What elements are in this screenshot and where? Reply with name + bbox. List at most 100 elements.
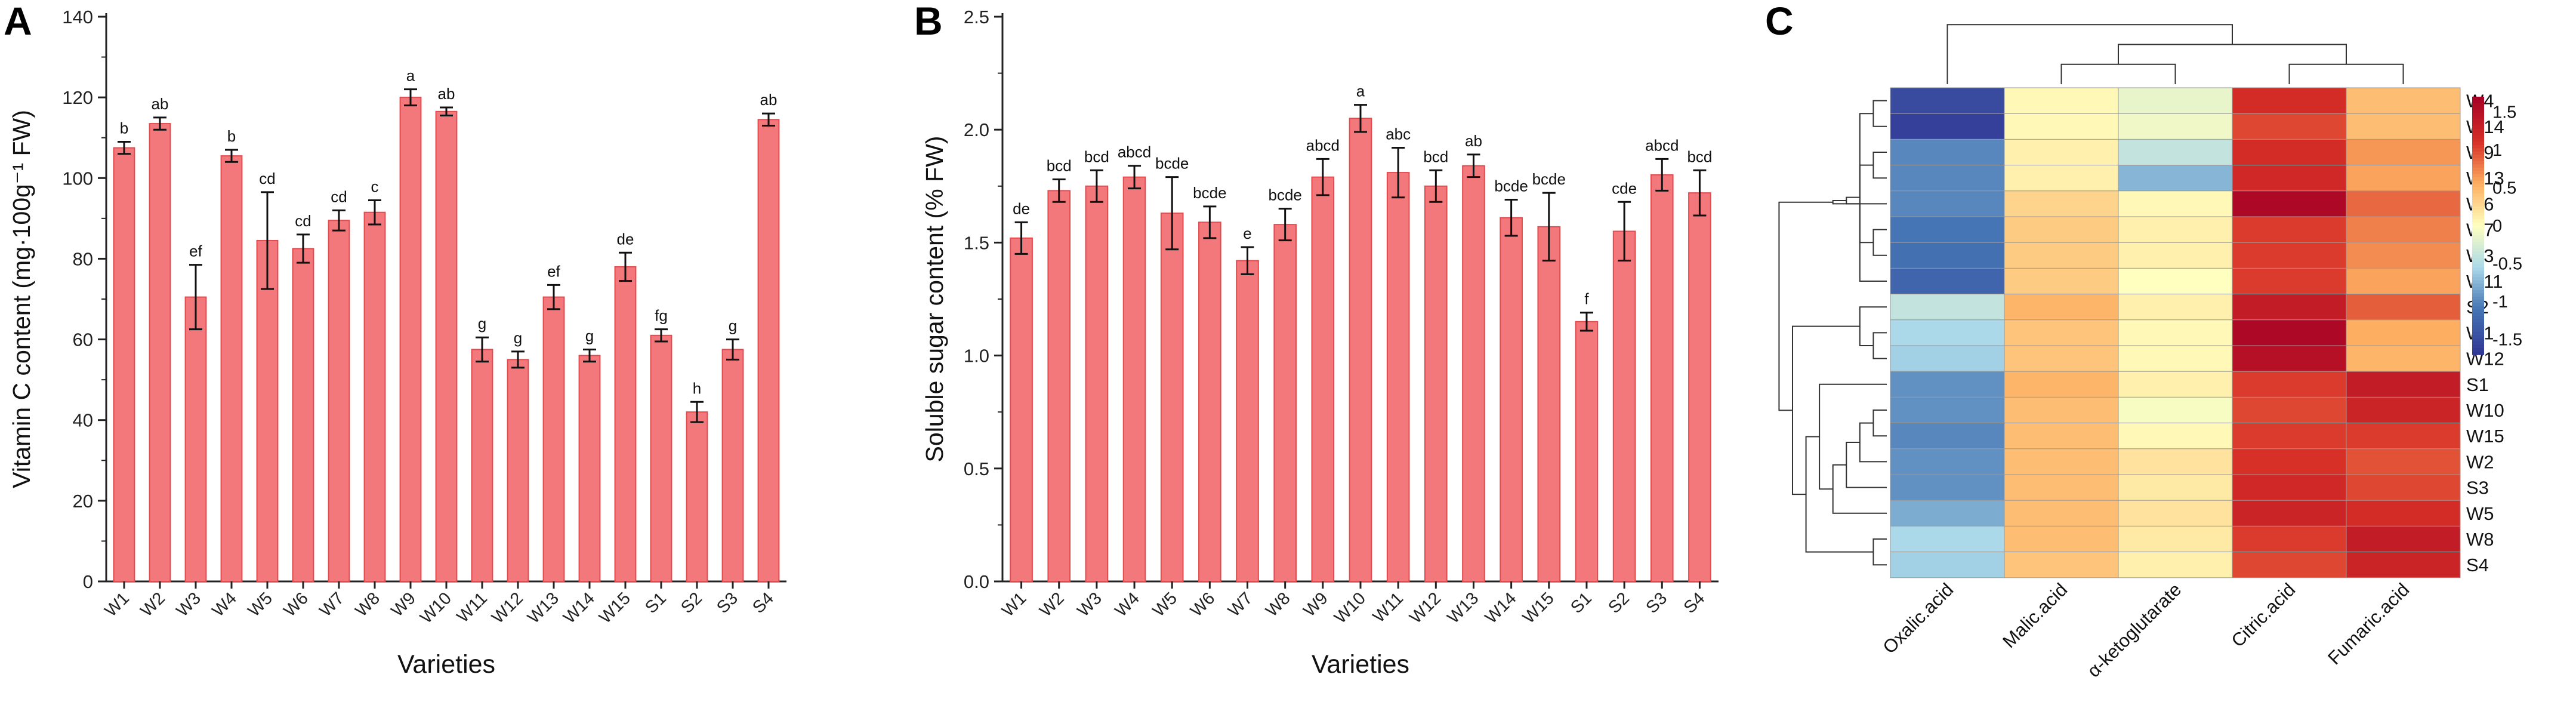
row-dendrogram-link xyxy=(1872,229,1887,256)
column-label: Oxalic.acid xyxy=(1878,579,1957,658)
heatmap-cell xyxy=(1890,552,2005,578)
x-tick-label: W3 xyxy=(173,589,205,620)
heatmap-cell xyxy=(1890,525,2005,553)
significance-label: ab xyxy=(438,85,455,103)
colorbar-segment xyxy=(2472,164,2484,168)
significance-label: e xyxy=(1243,224,1251,242)
colorbar-segment xyxy=(2472,344,2484,349)
bar xyxy=(1612,230,1636,583)
colorbar-segment xyxy=(2472,100,2484,104)
bar xyxy=(578,355,601,582)
heatmap-cell xyxy=(2118,525,2233,553)
x-tick-label: W9 xyxy=(388,589,419,620)
colorbar-segment xyxy=(2472,171,2484,175)
colorbar-segment xyxy=(2472,335,2484,339)
heatmap-cell xyxy=(2004,423,2119,449)
heatmap-cell xyxy=(2232,345,2347,372)
heatmap-cell xyxy=(2232,371,2347,398)
bar xyxy=(542,296,565,582)
heatmap-cell xyxy=(1890,448,2005,475)
colorbar-segment xyxy=(2472,328,2484,332)
significance-label: cde xyxy=(1612,179,1637,197)
colorbar-segment xyxy=(2472,309,2484,313)
column-dendrogram-link xyxy=(1946,24,2233,84)
heatmap-cell xyxy=(2118,267,2233,295)
significance-label: bcd xyxy=(1047,156,1072,174)
colorbar-segment xyxy=(2472,312,2484,316)
colorbar-segment xyxy=(2472,183,2484,187)
colorbar-segment xyxy=(2472,226,2484,230)
heatmap-cell xyxy=(2232,190,2347,217)
row-label: S3 xyxy=(2466,478,2489,498)
colorbar-segment xyxy=(2472,293,2484,297)
x-tick-label: S4 xyxy=(749,589,778,617)
bar xyxy=(1349,118,1372,582)
significance-label: ab xyxy=(1465,132,1482,150)
colorbar-segment xyxy=(2472,280,2484,284)
x-axis-title: Varieties xyxy=(1312,650,1409,679)
colorbar-segment xyxy=(2472,190,2484,194)
heatmap-cell xyxy=(1890,396,2005,424)
heatmap-cell xyxy=(2004,552,2119,578)
significance-label: bcd xyxy=(1423,147,1448,165)
heatmap-cell xyxy=(2004,294,2119,321)
y-tick-label: 120 xyxy=(62,87,93,108)
row-label: S4 xyxy=(2466,555,2489,575)
colorbar-segment xyxy=(2472,199,2484,204)
heatmap-cell xyxy=(2004,267,2119,295)
y-tick-label: 20 xyxy=(73,491,93,512)
colorbar-segment xyxy=(2472,219,2484,223)
heatmap-cell xyxy=(1890,216,2005,243)
heatmap-cell xyxy=(2004,474,2119,501)
row-label: S1 xyxy=(2466,374,2489,395)
colorbar-segment xyxy=(2472,213,2484,217)
bar xyxy=(507,359,529,582)
bar xyxy=(1575,321,1599,583)
significance-label: ab xyxy=(152,95,169,113)
heatmap-cell xyxy=(2346,448,2461,475)
colorbar-tick-label: 1 xyxy=(2492,141,2502,160)
x-tick-label: W14 xyxy=(1482,589,1520,627)
heatmap-cell xyxy=(2004,138,2119,166)
x-tick-label: W2 xyxy=(1036,589,1068,620)
heatmap-cell xyxy=(2346,165,2461,192)
y-axis-title: Soluble sugar content (% FW) xyxy=(921,136,948,463)
heatmap-cell xyxy=(2232,525,2347,553)
colorbar-segment xyxy=(2472,222,2484,226)
heatmap-cell xyxy=(2004,525,2119,553)
colorbar-segment xyxy=(2472,322,2484,327)
bar xyxy=(1500,217,1523,582)
x-tick-label: W10 xyxy=(1331,589,1369,627)
heatmap-cell xyxy=(2232,113,2347,140)
significance-label: c xyxy=(371,177,379,195)
colorbar-segment xyxy=(2472,245,2484,249)
bar xyxy=(1650,174,1674,582)
bar xyxy=(1198,221,1221,582)
heatmap-cell xyxy=(2118,242,2233,269)
significance-label: h xyxy=(693,379,701,397)
heatmap-cell xyxy=(2232,448,2347,475)
colorbar-segment xyxy=(2472,242,2484,246)
colorbar-segment xyxy=(2472,145,2484,149)
heatmap-cell xyxy=(1890,423,2005,449)
heatmap-cell xyxy=(2346,552,2461,578)
colorbar-segment xyxy=(2472,248,2484,252)
row-dendrogram-link xyxy=(1805,436,1874,553)
row-dendrogram-link xyxy=(1859,113,1887,282)
y-tick-label: 100 xyxy=(62,168,93,189)
row-dendrogram-link xyxy=(1859,422,1887,463)
x-tick-label: W12 xyxy=(488,589,527,627)
y-tick-label: 0 xyxy=(83,571,93,592)
bar xyxy=(220,155,243,583)
colorbar-segment xyxy=(2472,203,2484,207)
colorbar-tick-label: 0 xyxy=(2492,217,2502,236)
heatmap-cell xyxy=(2232,267,2347,295)
heatmap-cell xyxy=(2118,113,2233,140)
row-dendrogram-link xyxy=(1859,306,1887,346)
bar xyxy=(1047,190,1071,583)
y-tick-label: 40 xyxy=(73,410,93,431)
colorbar-segment xyxy=(2472,158,2484,162)
bar xyxy=(184,296,207,582)
colorbar-segment xyxy=(2472,254,2484,258)
